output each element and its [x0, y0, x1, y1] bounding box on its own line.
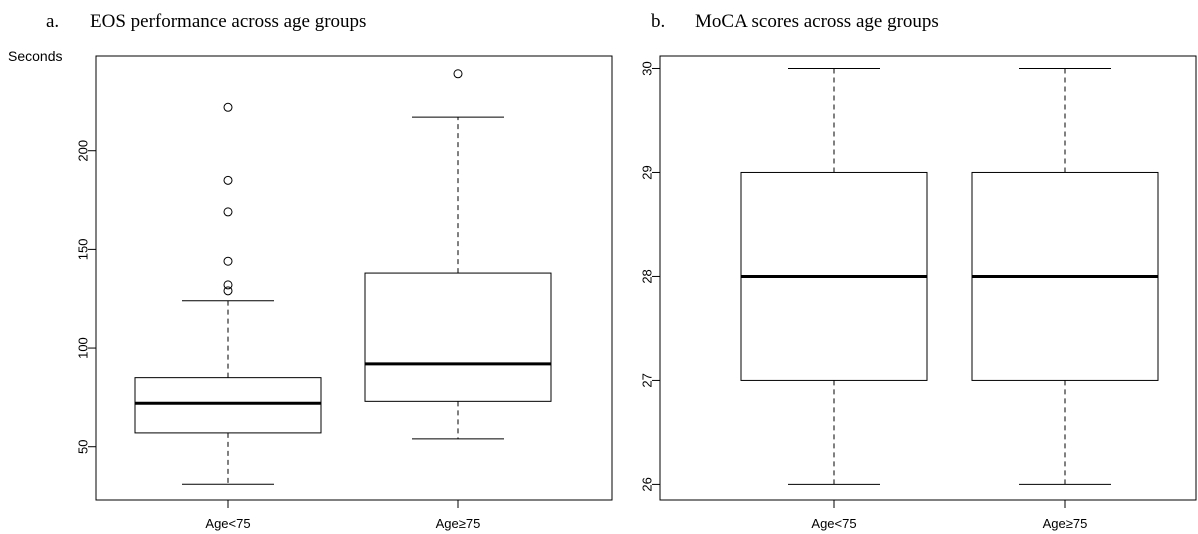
panel-a-box-2-iqr-box: [364, 272, 552, 402]
panel-b-title: b. MoCA scores across age groups: [651, 11, 939, 33]
panel-a-letter: a.: [46, 11, 60, 32]
panel-a-title-text: EOS performance across age groups: [90, 11, 367, 32]
panel-b-x-tick-label: Age<75: [811, 516, 856, 531]
panel-b-y-tick-label: 27: [639, 373, 654, 387]
panel-a-y-tick-label: 150: [75, 239, 90, 261]
panel-b-plot-frame: [659, 55, 1197, 501]
panel-a-box-1-outlier-point: [223, 286, 233, 296]
panel-a-box-1-outlier-point: [223, 280, 233, 290]
panel-a-x-tick-label: Age<75: [205, 516, 250, 531]
panel-a-y-tick-label: 100: [75, 337, 90, 359]
panel-b-letter: b.: [651, 11, 666, 32]
panel-a-plot-frame: [95, 55, 613, 501]
panel-b-title-text: MoCA scores across age groups: [695, 11, 939, 32]
panel-a-y-tick-label: 50: [75, 439, 90, 453]
panel-a-x-tick-label: Age≥75: [436, 516, 481, 531]
panel-a-box-1-outlier-point: [223, 102, 233, 112]
panel-b-x-tick-label: Age≥75: [1043, 516, 1088, 531]
panel-a-box-1-outlier-point: [223, 175, 233, 185]
panel-a-box-1-iqr-box: [134, 377, 322, 434]
panel-a-y-tick-label: 200: [75, 140, 90, 162]
panel-a-title: a. EOS performance across age groups: [46, 11, 366, 33]
panel-b-y-tick-label: 30: [639, 61, 654, 75]
panel-b-y-tick-label: 29: [639, 165, 654, 179]
panel-a-y-axis-label: Seconds: [8, 48, 63, 64]
panel-b-y-tick-label: 28: [639, 269, 654, 283]
panel-b-y-tick-label: 26: [639, 477, 654, 491]
panel-a-box-1-outlier-point: [223, 207, 233, 217]
panel-a-box-2-outlier-point: [453, 69, 463, 79]
panel-a-box-1-outlier-point: [223, 256, 233, 266]
